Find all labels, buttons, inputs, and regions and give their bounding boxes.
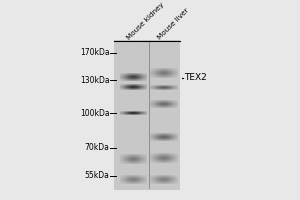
- Text: 130kDa: 130kDa: [80, 76, 110, 85]
- Text: TEX2: TEX2: [184, 73, 207, 82]
- Text: 100kDa: 100kDa: [80, 109, 110, 118]
- Text: 55kDa: 55kDa: [85, 171, 110, 180]
- Text: Mouse liver: Mouse liver: [156, 7, 190, 41]
- Text: 170kDa: 170kDa: [80, 48, 110, 57]
- Bar: [114, 40, 180, 190]
- Text: 70kDa: 70kDa: [85, 143, 110, 152]
- Text: Mouse kidney: Mouse kidney: [126, 1, 166, 41]
